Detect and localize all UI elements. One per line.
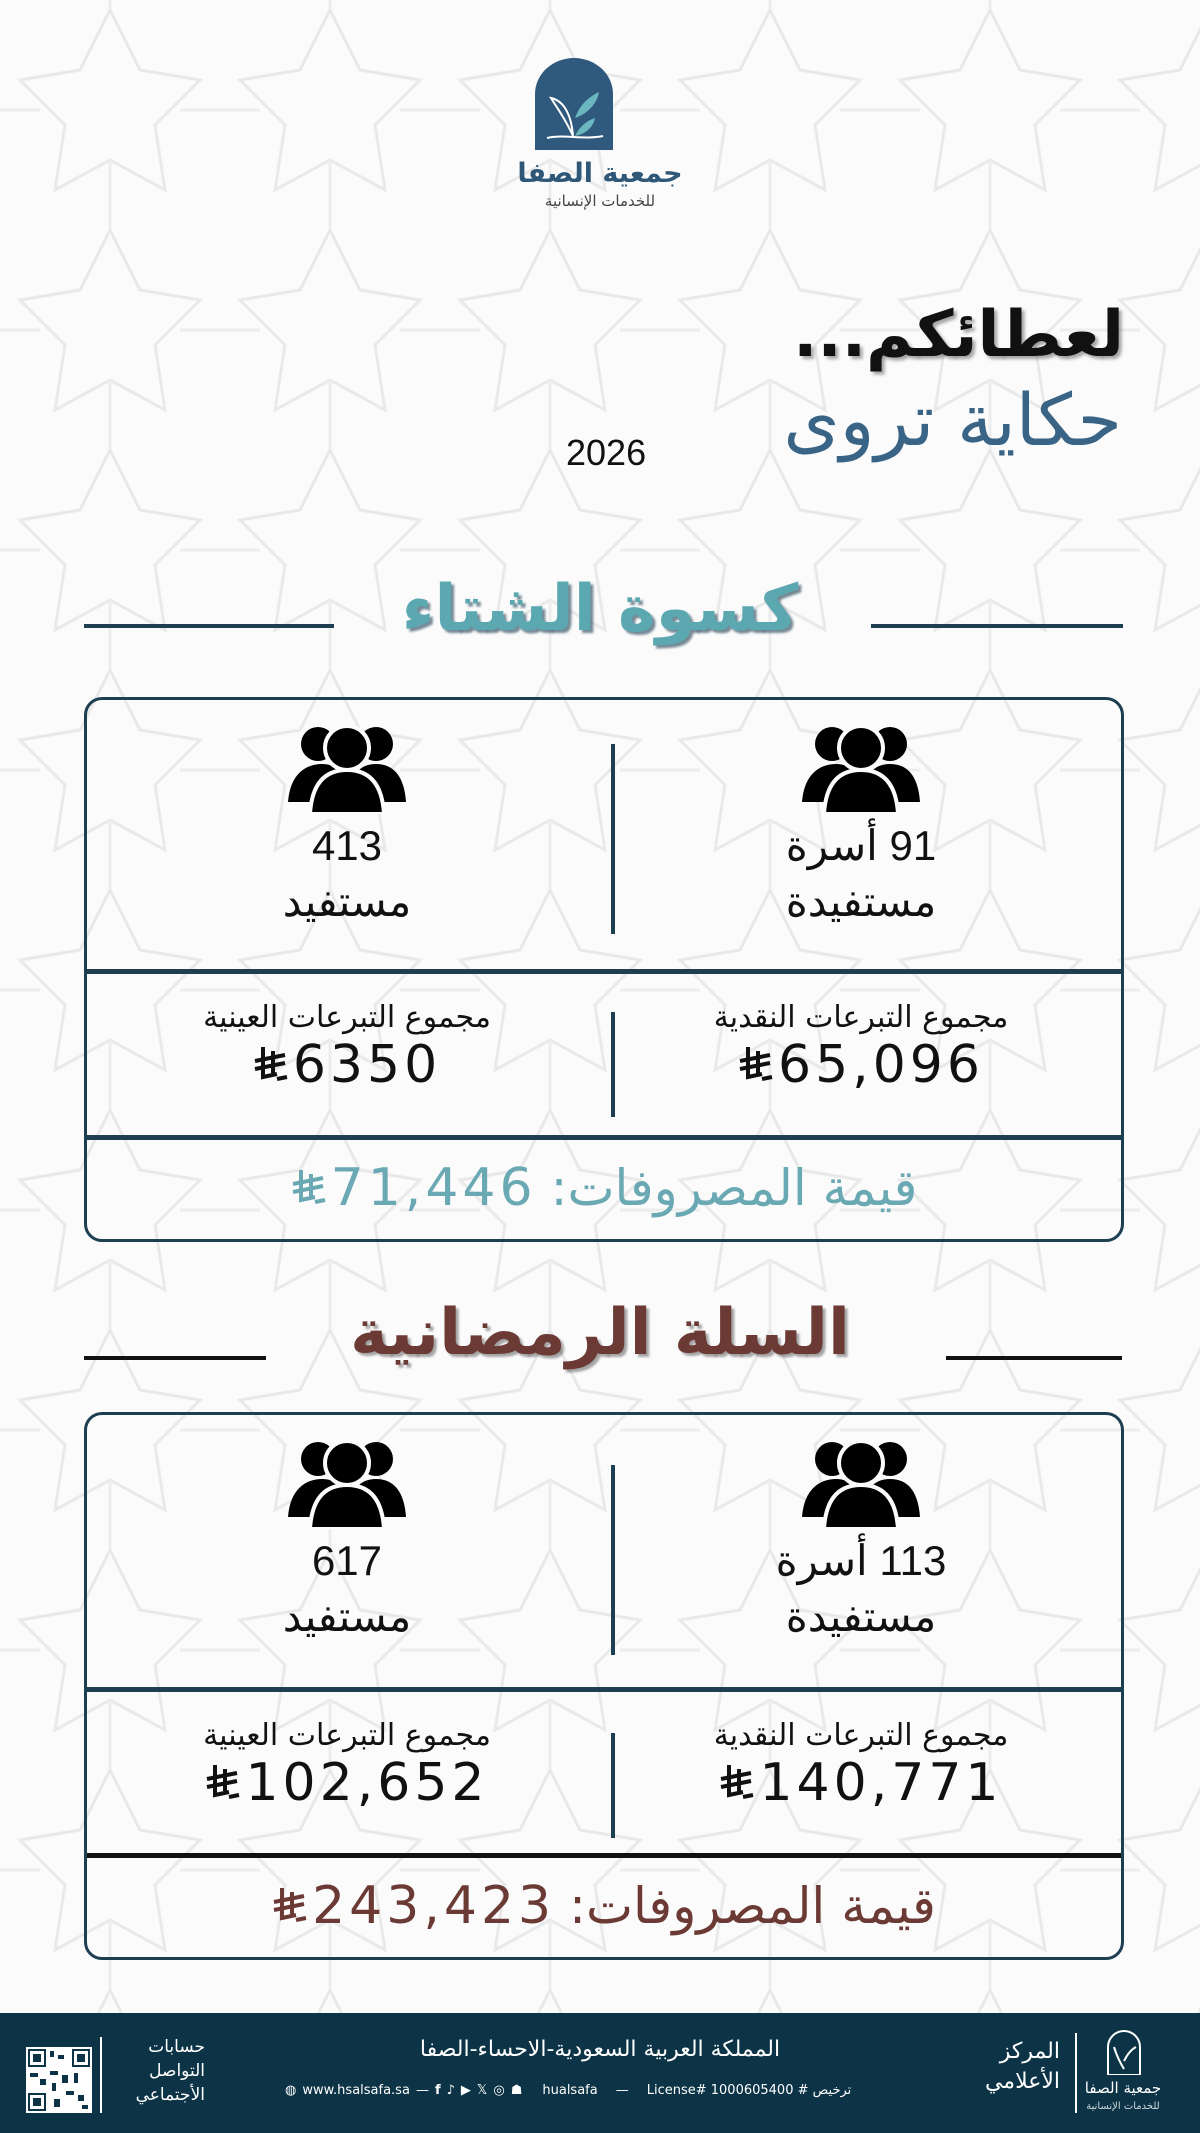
cash-donations-stat: مجموع التبرعات النقدية 140,771 — [601, 1718, 1121, 1813]
footer-divider — [1075, 2033, 1077, 2113]
column-divider — [611, 744, 615, 934]
cash-donations-label: مجموع التبرعات النقدية — [713, 1718, 1009, 1753]
footer-org-name: جمعية الصفا — [1084, 2079, 1162, 2097]
total-expenses-label: قيمة المصروفات: — [569, 1876, 936, 1935]
footer-divider — [100, 2037, 102, 2113]
subheadline: حكاية تروى — [783, 378, 1122, 462]
website-link[interactable]: www.hsalsafa.sa — [302, 2083, 410, 2098]
total-expenses: قيمة المصروفات: 71,446 — [87, 1150, 1121, 1225]
group-icon — [288, 724, 406, 814]
section-title-ramadan-basket: السلة الرمضانية — [350, 1296, 850, 1370]
footer-logo — [1107, 2030, 1141, 2075]
media-center-label: المركز الأعلامي — [984, 2039, 1060, 2094]
total-expenses-amount: 71,446 — [291, 1158, 537, 1218]
row-divider — [87, 969, 1121, 974]
youtube-icon[interactable]: ▶ — [460, 2083, 471, 2098]
families-label: مستفيدة — [785, 1593, 937, 1640]
section-divider-left — [84, 624, 334, 628]
cash-donations-amount: 65,096 — [738, 1035, 984, 1095]
riyal-icon — [273, 1887, 307, 1922]
org-logo — [535, 58, 613, 150]
inkind-donations-value: 6350 — [292, 1035, 442, 1095]
row-divider — [87, 1135, 1121, 1140]
footer: جمعية الصفا للخدمات الإنسانية المركز الأ… — [0, 2013, 1200, 2133]
group-icon — [288, 1439, 406, 1529]
row-divider — [87, 1853, 1121, 1858]
qr-code[interactable] — [26, 2047, 92, 2113]
tiktok-icon[interactable]: ♪ — [446, 2083, 455, 2098]
families-label: مستفيدة — [785, 878, 937, 925]
footer-org-subtitle: للخدمات الإنسانية — [1086, 2101, 1160, 2112]
inkind-donations-stat: مجموع التبرعات العينية 102,652 — [87, 1718, 607, 1813]
riyal-icon — [721, 1765, 754, 1799]
inkind-donations-amount: 102,652 — [205, 1753, 488, 1813]
address: المملكة العربية السعودية-الاحساء-الصفا — [419, 2037, 781, 2062]
inkind-donations-amount: 6350 — [253, 1035, 441, 1095]
stats-card-ramadan: 113 أسرة مستفيدة 617 مستفيد مجموع التبرع… — [84, 1412, 1124, 1960]
group-icon — [802, 724, 920, 814]
cash-donations-value: 140,771 — [759, 1753, 1003, 1813]
families-value: 113 أسرة — [775, 1537, 947, 1584]
total-expenses-label: قيمة المصروفات: — [550, 1158, 918, 1217]
column-divider — [611, 1733, 615, 1838]
families-stat: 91 أسرة مستفيدة — [601, 722, 1121, 930]
instagram-icon[interactable]: ◎ — [493, 2083, 505, 2098]
section-title-winter-clothing: كسوة الشتاء — [401, 572, 799, 646]
dash: — — [415, 2083, 429, 2098]
cash-donations-label: مجموع التبرعات النقدية — [713, 1000, 1009, 1035]
column-divider — [611, 1465, 615, 1655]
total-expenses-value: 71,446 — [330, 1157, 537, 1218]
column-divider — [611, 1012, 615, 1117]
cash-donations-stat: مجموع التبرعات النقدية 65,096 — [601, 1000, 1121, 1095]
beneficiaries-stat: 617 مستفيد — [87, 1437, 607, 1645]
families-value: 91 أسرة — [785, 822, 937, 869]
total-expenses-amount: 243,423 — [272, 1876, 555, 1936]
inkind-donations-value: 102,652 — [245, 1753, 489, 1813]
beneficiaries-value: 617 — [311, 1537, 383, 1584]
section-divider-right — [946, 1356, 1122, 1360]
group-icon — [802, 1439, 920, 1529]
beneficiaries-label: مستفيد — [282, 1593, 412, 1640]
org-subtitle: للخدمات الإنسانية — [544, 192, 656, 210]
x-icon[interactable]: 𝕏 — [476, 2083, 488, 2098]
facebook-icon[interactable]: f — [434, 2083, 441, 2098]
social-accounts-label: حسابات التواصل الأجتماعي — [135, 2037, 205, 2105]
org-name: جمعية الصفا — [517, 158, 683, 189]
inkind-donations-label: مجموع التبرعات العينية — [203, 1000, 491, 1035]
section-divider-left — [84, 1356, 266, 1360]
riyal-icon — [254, 1047, 288, 1081]
snapchat-icon[interactable]: ☗ — [510, 2083, 523, 2098]
riyal-icon — [292, 1169, 326, 1204]
families-stat: 113 أسرة مستفيدة — [601, 1437, 1121, 1645]
inkind-donations-label: مجموع التبرعات العينية — [203, 1718, 491, 1753]
license-number: License# 1000605400 # ترخيص — [646, 2083, 852, 2098]
beneficiaries-stat: 413 مستفيد — [87, 722, 607, 930]
social-handle: hualsafa — [542, 2083, 598, 2098]
section-divider-right — [871, 624, 1123, 628]
beneficiaries-value: 413 — [311, 822, 383, 869]
stats-card-winter: 91 أسرة مستفيدة 413 مستفيد مجموع التبرعا… — [84, 697, 1124, 1242]
total-expenses: قيمة المصروفات: 243,423 — [87, 1868, 1121, 1943]
year: 2026 — [566, 432, 647, 473]
riyal-icon — [739, 1047, 773, 1081]
contact-row: ◍ www.hsalsafa.sa — f ♪ ▶ 𝕏 ◎ ☗ hualsafa… — [285, 2083, 935, 2098]
row-divider — [87, 1687, 1121, 1692]
globe-icon: ◍ — [285, 2083, 297, 2098]
headline: لعطائكم... — [793, 298, 1125, 372]
dash: — — [615, 2083, 629, 2098]
beneficiaries-label: مستفيد — [282, 878, 412, 925]
riyal-icon — [207, 1765, 240, 1799]
cash-donations-value: 65,096 — [778, 1035, 984, 1095]
inkind-donations-stat: مجموع التبرعات العينية 6350 — [87, 1000, 607, 1095]
cash-donations-amount: 140,771 — [719, 1753, 1002, 1813]
total-expenses-value: 243,423 — [312, 1875, 556, 1936]
